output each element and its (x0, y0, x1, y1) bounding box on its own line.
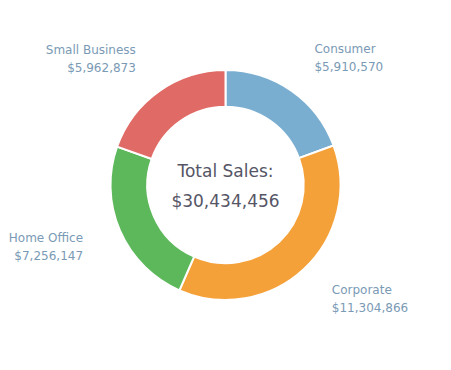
chart-svg: Consumer $5,910,570 Corporate $11,304,866 Ho… (0, 0, 451, 370)
center-text: $30,434,456 (171, 191, 279, 211)
labels: Consumer $5,910,570 Corporate $11,304,866 Ho… (9, 42, 408, 314)
slice (117, 70, 225, 159)
slice-value-label: $7,256,147 (14, 249, 83, 263)
slice-label: Small Business (46, 43, 136, 57)
slice-value-label: $11,304,866 (332, 301, 408, 315)
slice-label: Consumer (314, 42, 375, 56)
chart-container: Consumer $5,910,570 Corporate $11,304,866 Ho… (0, 0, 451, 370)
center-text: Total Sales: (176, 161, 273, 181)
slice (226, 70, 334, 158)
slices (111, 70, 341, 300)
slice-label: Corporate (332, 283, 392, 297)
slice-label: Home Office (9, 231, 83, 245)
slice-value-label: $5,962,873 (67, 61, 136, 75)
slice-value-label: $5,910,570 (314, 60, 383, 74)
